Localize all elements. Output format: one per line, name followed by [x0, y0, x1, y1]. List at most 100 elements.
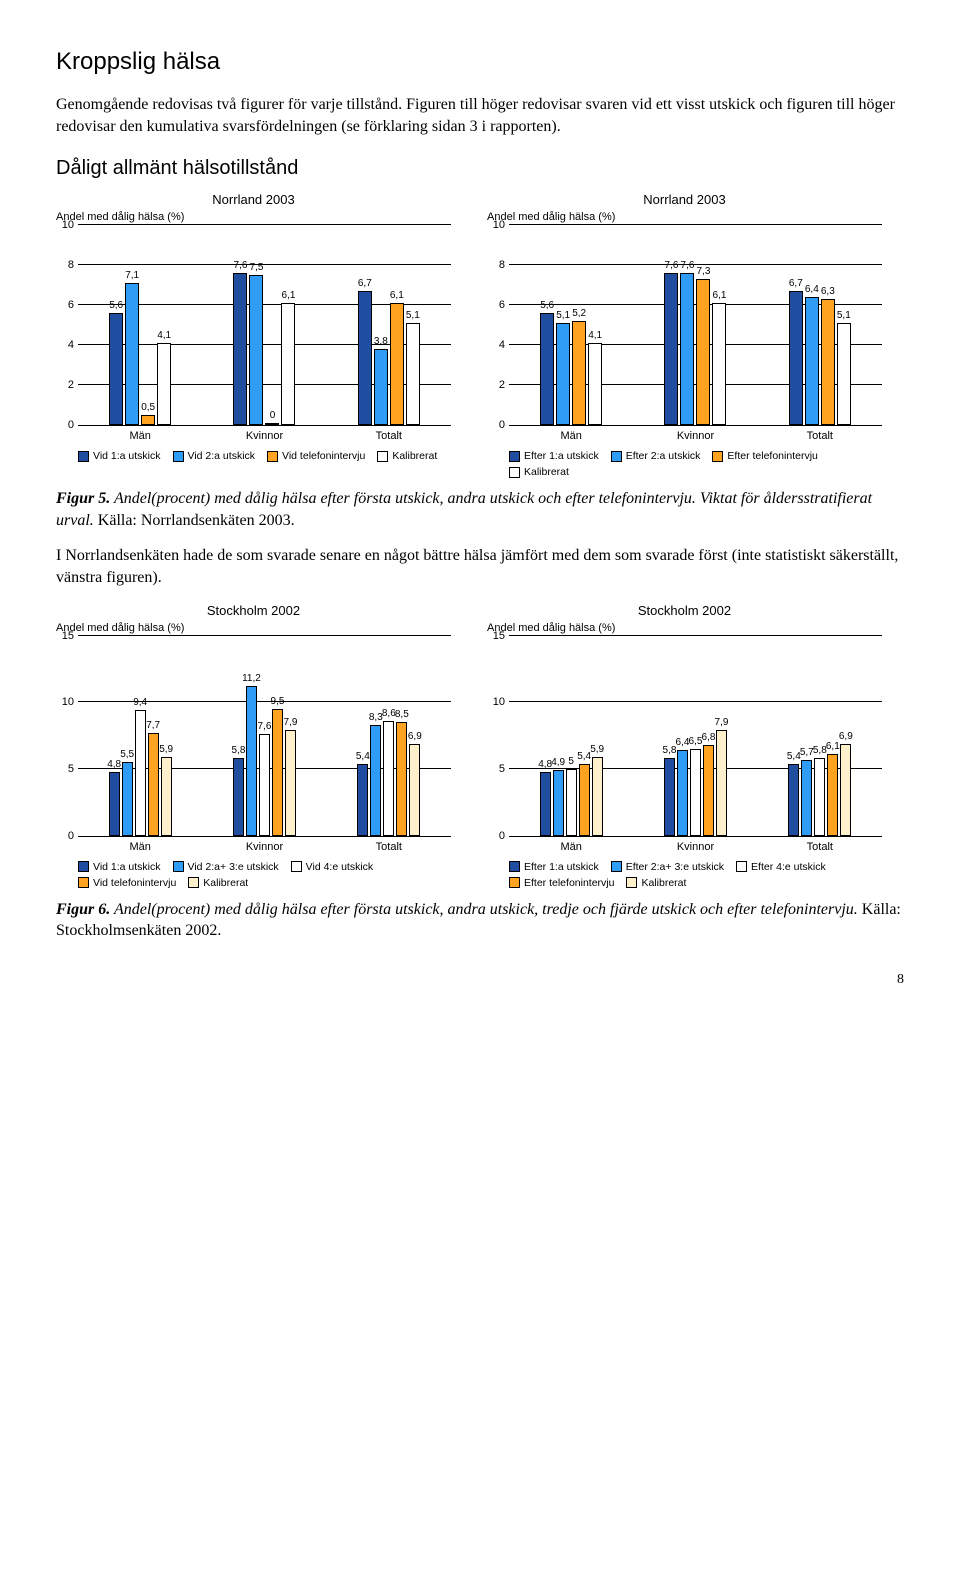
legend-item: Vid 2:a+ 3:e utskick: [173, 861, 279, 873]
chart-plot: 02468105,65,15,24,17,67,67,36,16,76,46,3…: [509, 225, 882, 426]
bar-label: 4,1: [588, 330, 602, 341]
bar-group: 6,73,86,15,1: [327, 225, 451, 425]
bar: 7,6: [680, 273, 694, 425]
x-label: Totalt: [758, 837, 882, 853]
bar: 5,4: [357, 764, 368, 836]
chart-title: Stockholm 2002: [487, 603, 882, 618]
bar: 4,9: [553, 770, 564, 835]
y-tick: 8: [56, 259, 74, 271]
legend-item: Efter 1:a utskick: [509, 861, 599, 873]
bar-label: 7,9: [715, 717, 729, 728]
legend-swatch: [78, 861, 89, 872]
chart-1: Norrland 2003Andel med dålig hälsa (%)02…: [56, 192, 451, 478]
chart-2: Norrland 2003Andel med dålig hälsa (%)02…: [487, 192, 882, 478]
bar-label: 11,2: [242, 673, 261, 684]
y-tick: 4: [487, 339, 505, 351]
bar-label: 6,7: [358, 278, 372, 289]
bar-label: 7,3: [697, 266, 711, 277]
legend-swatch: [291, 861, 302, 872]
figure5-caption: Figur 5. Andel(procent) med dålig hälsa …: [56, 488, 904, 531]
bar: 5,6: [540, 313, 554, 425]
bar: 0,5: [141, 415, 155, 425]
x-label: Män: [509, 837, 633, 853]
bar: 5,1: [556, 323, 570, 425]
legend-label: Efter 2:a+ 3:e utskick: [626, 861, 724, 873]
bar-label: 7,6: [234, 260, 248, 271]
bar-label: 5,1: [837, 310, 851, 321]
x-label: Män: [78, 837, 202, 853]
legend-swatch: [173, 451, 184, 462]
legend-swatch: [377, 451, 388, 462]
bar-label: 6,9: [408, 731, 422, 742]
bar-label: 7,6: [258, 721, 272, 732]
bar: 4,8: [540, 772, 551, 836]
bar: 6,1: [827, 754, 838, 835]
bar-label: 5,7: [800, 747, 814, 758]
legend-item: Efter 2:a+ 3:e utskick: [611, 861, 724, 873]
bar-label: 4,9: [551, 757, 565, 768]
legend-label: Vid telefonintervju: [282, 450, 365, 462]
bar-label: 6,1: [390, 290, 404, 301]
bar-group: 5,48,38,68,56,9: [327, 636, 451, 836]
bar: 6,9: [409, 744, 420, 836]
y-tick: 0: [56, 830, 74, 842]
y-tick: 0: [487, 419, 505, 431]
y-tick: 0: [56, 419, 74, 431]
legend-swatch: [509, 467, 520, 478]
legend-label: Vid telefonintervju: [93, 877, 176, 889]
x-label: Kvinnor: [202, 426, 326, 442]
figure6-caption: Figur 6. Andel(procent) med dålig hälsa …: [56, 899, 904, 942]
bar: 7,7: [148, 733, 159, 836]
bar: 7,5: [249, 275, 263, 425]
bar-label: 4,8: [107, 759, 121, 770]
bar-group: 5,86,46,56,87,9: [633, 636, 757, 836]
y-tick: 6: [487, 299, 505, 311]
bar-label: 6,5: [689, 736, 703, 747]
bar: 4,1: [157, 343, 171, 425]
figure5-label: Figur 5.: [56, 490, 110, 507]
chart-subtitle: Andel med dålig hälsa (%): [56, 622, 451, 634]
bar: 6,7: [789, 291, 803, 425]
figure6-text: Andel(procent) med dålig hälsa efter för…: [110, 901, 862, 918]
legend-label: Vid 2:a+ 3:e utskick: [188, 861, 279, 873]
bar-label: 5,1: [406, 310, 420, 321]
legend-item: Efter 1:a utskick: [509, 450, 599, 462]
bar: 5,7: [801, 760, 812, 836]
legend: Efter 1:a utskick Efter 2:a+ 3:e utskick E…: [509, 861, 882, 889]
y-tick: 5: [487, 763, 505, 775]
bar: 6,1: [712, 303, 726, 425]
bar: 4,1: [588, 343, 602, 425]
bar: 3,8: [374, 349, 388, 425]
bar: 5,8: [814, 758, 825, 835]
legend-label: Efter telefonintervju: [524, 877, 614, 889]
bar-label: 6,8: [702, 732, 716, 743]
bar-group: 6,76,46,35,1: [758, 225, 882, 425]
bar-label: 5,9: [159, 744, 173, 755]
bar: 8,5: [396, 722, 407, 835]
legend-label: Efter 2:a utskick: [626, 450, 701, 462]
legend-item: Kalibrerat: [509, 466, 569, 478]
bar-label: 4,8: [538, 759, 552, 770]
legend-label: Kalibrerat: [524, 466, 569, 478]
bar-group: 5,811,27,69,57,9: [202, 636, 326, 836]
legend-swatch: [188, 877, 199, 888]
bar: 5: [566, 769, 577, 836]
y-tick: 5: [56, 763, 74, 775]
bar-label: 5,4: [787, 751, 801, 762]
legend: Efter 1:a utskickEfter 2:a utskickEfter …: [509, 450, 882, 478]
bar: 4,8: [109, 772, 120, 836]
x-label: Män: [78, 426, 202, 442]
chart-row-2: Stockholm 2002 Andel med dålig hälsa (%) 0…: [56, 603, 904, 889]
intro-para: Genomgående redovisas två figurer för va…: [56, 94, 904, 137]
chart-plot: 02468105,67,10,54,17,67,506,16,73,86,15,…: [78, 225, 451, 426]
chart-3: Stockholm 2002Andel med dålig hälsa (%)0…: [56, 603, 451, 889]
bar-label: 6,1: [826, 741, 840, 752]
bar: 9,4: [135, 710, 146, 835]
bar: 6,1: [390, 303, 404, 425]
bar: 6,5: [690, 749, 701, 836]
legend-item: Vid 4:e utskick: [291, 861, 374, 873]
bar: 5,8: [664, 758, 675, 835]
legend-swatch: [736, 861, 747, 872]
bar: 5,1: [406, 323, 420, 425]
legend: Vid 1:a utskickVid 2:a+ 3:e utskickVid 4…: [78, 861, 451, 889]
